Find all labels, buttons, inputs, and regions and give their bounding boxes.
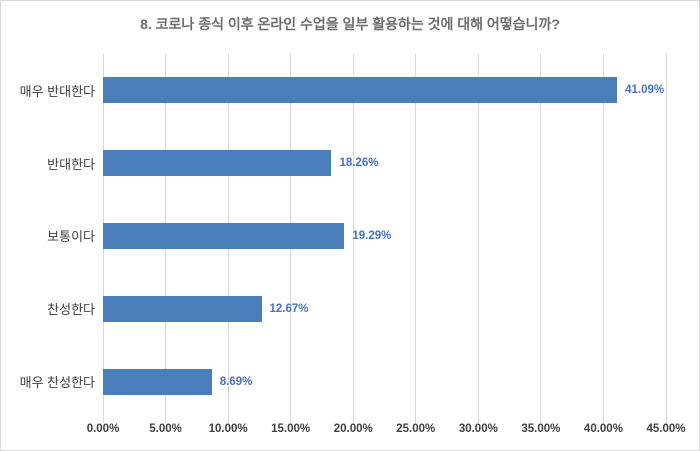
x-tick-label: 35.00% (521, 423, 561, 435)
x-tick-label: 10.00% (208, 423, 248, 435)
bar-row: 찬성한다 12.67% (47, 272, 666, 345)
value-label: 18.26% (339, 157, 379, 170)
x-tick-label: 45.00% (646, 423, 686, 435)
bar (103, 77, 618, 104)
bar (103, 222, 345, 249)
x-tick-label: 25.00% (396, 423, 436, 435)
value-label: 41.09% (625, 84, 665, 97)
value-label: 8.69% (219, 375, 253, 388)
bar (103, 150, 332, 177)
x-tick-label: 40.00% (583, 423, 623, 435)
bar-rows: 매우 반대한다 41.09% 반대한다 18.26% 보통이다 19.29% 찬… (20, 54, 666, 418)
gridline (352, 54, 354, 423)
x-tick-label: 0.00% (86, 423, 120, 435)
category-label: 매우 찬성한다 (19, 375, 95, 391)
x-axis: 0.00% 5.00% 10.00% 15.00% 20.00% 25.00% 30.00%… (87, 423, 686, 439)
chart-title: 8. 코로나 종식 이후 온라인 수업을 일부 활용하는 것에 대해 어떻습니까… (140, 16, 560, 32)
bar-row: 반대한다 18.26% (47, 127, 666, 200)
category-label: 찬성한다 (47, 302, 95, 318)
gridline (665, 54, 667, 423)
x-tick-label: 30.00% (458, 423, 498, 435)
x-tick-label: 15.00% (271, 423, 311, 435)
value-label: 19.29% (352, 229, 392, 242)
x-tick-label: 20.00% (333, 423, 373, 435)
value-label: 12.67% (269, 302, 309, 315)
gridline (540, 54, 542, 423)
gridline (415, 54, 417, 423)
bar (103, 295, 262, 322)
x-tick-label: 5.00% (149, 423, 182, 435)
bar (103, 368, 212, 395)
gridline (602, 54, 604, 423)
bar-row: 매우 반대한다 41.09% (20, 54, 666, 127)
bar-row: 매우 찬성한다 8.69% (20, 345, 666, 418)
gridline (477, 54, 479, 423)
plot-area: 매우 반대한다 41.09% 반대한다 18.26% 보통이다 19.29% 찬… (20, 54, 667, 423)
category-label: 반대한다 (47, 156, 95, 172)
category-label: 보통이다 (47, 229, 95, 245)
bar-row: 보통이다 19.29% (47, 200, 666, 273)
category-label: 매우 반대한다 (19, 83, 95, 99)
